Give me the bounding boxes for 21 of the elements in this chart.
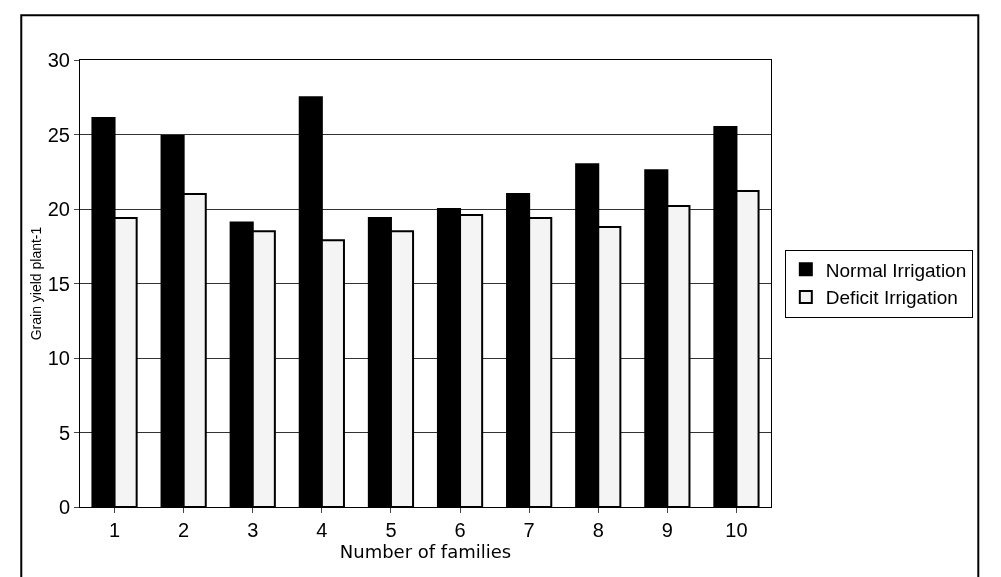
x-tick-label: 10 (725, 519, 748, 541)
y-tick-label: 20 (47, 198, 70, 220)
y-tick-label: 30 (47, 49, 70, 71)
x-tick-label: 1 (108, 519, 121, 541)
y-tick-label: 0 (58, 496, 70, 518)
x-tick-label: 9 (661, 519, 673, 541)
y-tick-label: 15 (47, 272, 70, 295)
x-tick-label: 2 (178, 519, 190, 541)
y-tick-label: 25 (47, 123, 70, 146)
x-tick-label: 3 (247, 519, 259, 541)
x-axis-title: Number of families (339, 541, 512, 562)
x-tick-label: 5 (385, 519, 397, 541)
x-tick-label: 7 (523, 519, 535, 541)
x-tick-label: 8 (592, 519, 604, 541)
legend-label: Deficit Irrigation (825, 287, 958, 309)
x-tick-label: 4 (316, 519, 328, 541)
y-tick-label: 5 (58, 421, 70, 444)
legend-label: Normal Irrigation (825, 259, 967, 281)
y-tick-label: 10 (47, 347, 70, 369)
y-axis-title: Grain yield plant-1 (28, 226, 45, 341)
x-tick-label: 6 (454, 519, 466, 541)
